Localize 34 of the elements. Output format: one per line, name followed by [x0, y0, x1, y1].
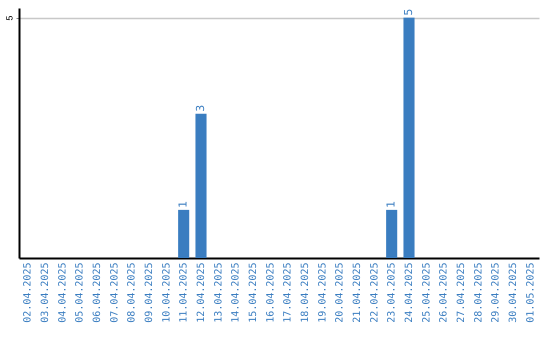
x-tick-label: 14.04.2025: [230, 262, 242, 323]
data-label: 3: [194, 104, 207, 112]
x-tick-label: 09.04.2025: [144, 262, 155, 323]
x-tick-label: 05.04.2025: [74, 262, 86, 323]
data-label: 1: [176, 200, 190, 208]
x-tick-label: 13.04.2025: [213, 262, 224, 323]
x-tick-label: 24.04.2025: [404, 262, 415, 323]
data-label: 5: [402, 8, 415, 16]
x-tick-label: 03.04.2025: [40, 262, 51, 323]
x-tick-label: 01.05.2025: [525, 262, 536, 323]
x-tick-label: 02.04.2025: [22, 262, 34, 323]
x-tick-label: 16.04.2025: [265, 262, 276, 323]
x-tick-label: 29.04.2025: [490, 262, 502, 323]
x-tick-label: 07.04.2025: [109, 262, 120, 323]
x-tick-label: 22.04.2025: [369, 262, 380, 323]
x-tick-label: 21.04.2025: [352, 262, 363, 323]
x-tick-label: 28.04.2025: [473, 262, 484, 323]
x-tick-label: 12.04.2025: [196, 262, 207, 323]
x-tick-label: 04.04.2025: [57, 262, 68, 323]
data-label: 1: [384, 200, 398, 208]
x-tick-label: 25.04.2025: [421, 262, 432, 323]
x-tick-label: 08.04.2025: [126, 262, 138, 323]
x-tick-label: 27.04.2025: [456, 262, 467, 323]
x-tick-label: 20.04.2025: [334, 262, 346, 323]
x-tick-label: 15.04.2025: [248, 262, 259, 323]
x-tick-label: 26.04.2025: [438, 262, 450, 323]
x-tick-label: 30.04.2025: [508, 262, 519, 323]
x-tick-label: 10.04.2025: [161, 262, 172, 323]
x-tick-label: 18.04.2025: [300, 262, 311, 323]
x-tick-label: 23.04.2025: [386, 262, 398, 323]
x-tick-label: 06.04.2025: [92, 262, 103, 323]
x-tick-label: 17.04.2025: [282, 262, 294, 323]
x-tick-label: 11.04.2025: [178, 262, 190, 323]
x-tick-label: 19.04.2025: [317, 262, 328, 323]
